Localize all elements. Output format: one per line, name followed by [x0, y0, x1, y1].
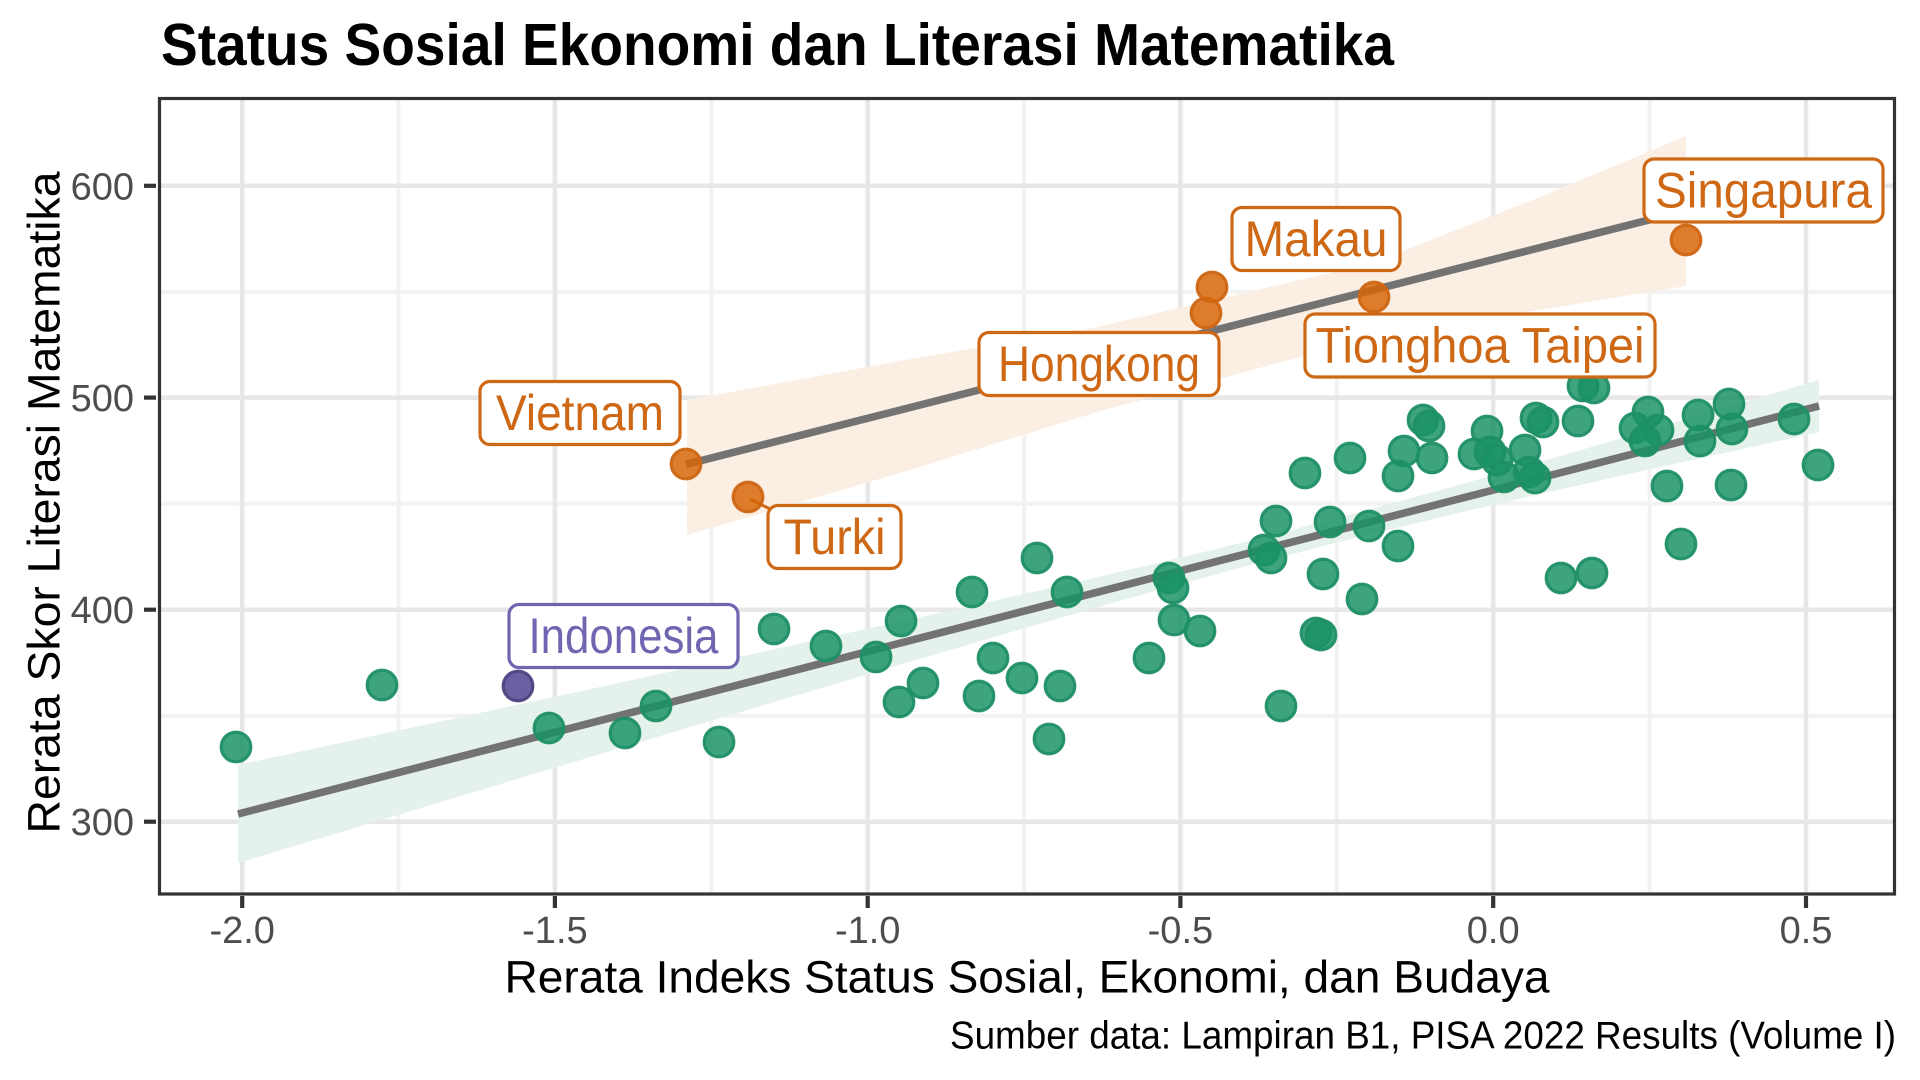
svg-text:Turki: Turki — [784, 509, 886, 565]
svg-text:400: 400 — [71, 590, 134, 632]
svg-text:600: 600 — [71, 166, 134, 208]
svg-text:0.0: 0.0 — [1467, 910, 1520, 952]
svg-text:Vietnam: Vietnam — [496, 385, 664, 441]
svg-text:500: 500 — [71, 378, 134, 420]
svg-text:-1.0: -1.0 — [835, 910, 900, 952]
svg-text:Status Sosial Ekonomi dan Lite: Status Sosial Ekonomi dan Literasi Matem… — [161, 12, 1395, 78]
svg-text:Hongkong: Hongkong — [998, 336, 1200, 392]
svg-text:Indonesia: Indonesia — [529, 608, 719, 664]
svg-text:Makau: Makau — [1245, 211, 1388, 267]
svg-text:0.5: 0.5 — [1780, 910, 1833, 952]
svg-text:-1.5: -1.5 — [522, 910, 587, 952]
svg-text:Tionghoa Taipei: Tionghoa Taipei — [1316, 318, 1645, 374]
svg-text:Singapura: Singapura — [1655, 163, 1872, 219]
svg-text:Rerata Skor Literasi Matematik: Rerata Skor Literasi Matematika — [19, 171, 70, 834]
svg-text:300: 300 — [71, 802, 134, 844]
svg-text:-0.5: -0.5 — [1148, 910, 1213, 952]
svg-text:Rerata Indeks Status Sosial, E: Rerata Indeks Status Sosial, Ekonomi, da… — [505, 951, 1551, 1002]
svg-text:Sumber data: Lampiran B1, PISA: Sumber data: Lampiran B1, PISA 2022 Resu… — [950, 1014, 1896, 1057]
svg-text:-2.0: -2.0 — [209, 910, 274, 952]
